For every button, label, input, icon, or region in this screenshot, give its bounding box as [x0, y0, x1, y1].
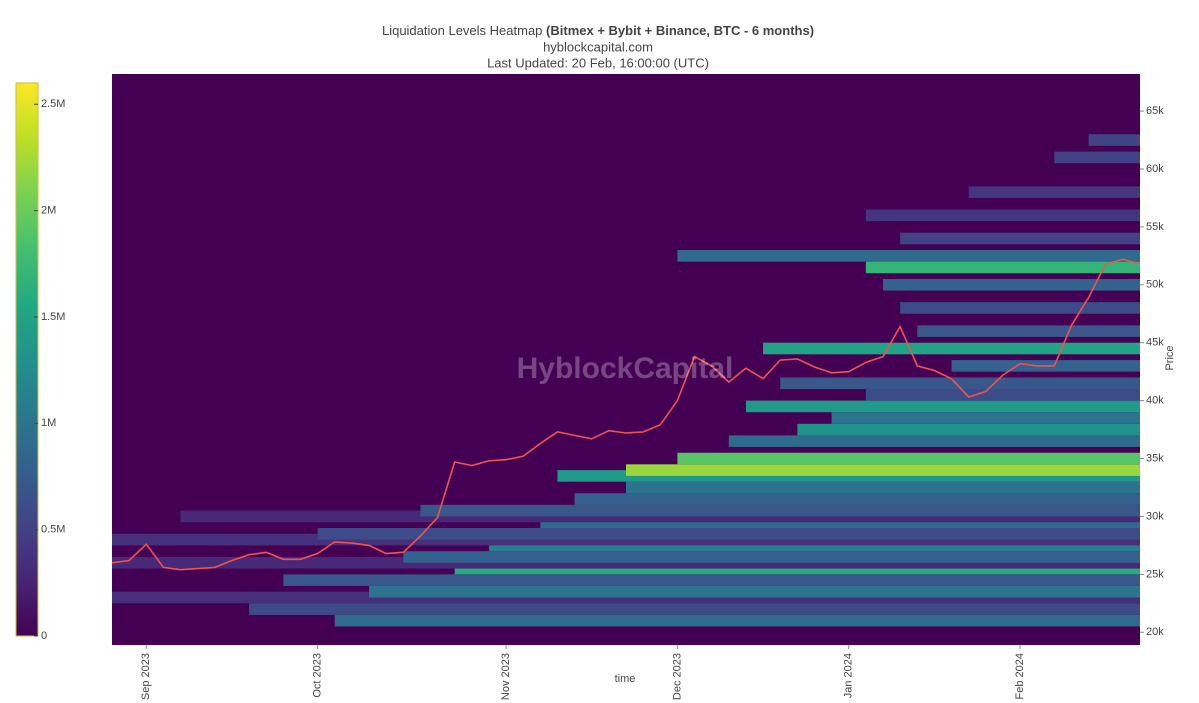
liquidation-band — [728, 435, 1140, 447]
liquidation-band — [865, 209, 1140, 222]
price-line — [112, 258, 1140, 571]
colorbar-tick-label: 2.5M — [41, 98, 65, 110]
y-tick-label: 60k — [1146, 163, 1164, 175]
y-tick-label: 35k — [1146, 452, 1164, 464]
watermark: HyblockCapital — [517, 352, 734, 385]
liquidation-band — [677, 250, 1140, 262]
liquidation-band — [900, 302, 1140, 314]
liquidation-band — [317, 528, 1140, 540]
x-tick-label: Oct 2023 — [312, 653, 324, 698]
x-tick-label: Nov 2023 — [500, 653, 512, 700]
plot-area — [112, 74, 1140, 645]
chart-title: Liquidation Levels Heatmap (Bitmex + Byb… — [382, 23, 814, 38]
liquidation-band — [369, 585, 1140, 598]
colorbar-tick-label: 0.5M — [41, 524, 65, 536]
chart-subtitle: Last Updated: 20 Feb, 16:00:00 (UTC) — [487, 55, 709, 70]
liquidation-band — [865, 261, 1140, 274]
y-tick-label: 50k — [1146, 279, 1164, 291]
liquidation-band — [968, 186, 1140, 198]
liquidation-band — [249, 603, 1140, 615]
liquidation-band — [626, 464, 1140, 476]
liquidation-band — [403, 551, 1140, 563]
y-tick-label: 40k — [1146, 395, 1164, 407]
y-tick-label: 55k — [1146, 221, 1164, 233]
colorbar-tick-label: 0 — [41, 630, 47, 642]
colorbar-tick-label: 1.5M — [41, 311, 65, 323]
colorbar — [15, 82, 39, 637]
liquidation-band — [1054, 151, 1140, 164]
liquidation-band — [900, 232, 1140, 245]
colorbar-tick-label: 2M — [41, 205, 56, 217]
liquidation-band — [865, 389, 1140, 401]
liquidation-band — [797, 423, 1140, 436]
x-tick-label: Sep 2023 — [140, 653, 152, 700]
liquidation-band — [334, 614, 1140, 627]
x-tick-label: Feb 2024 — [1014, 653, 1026, 699]
colorbar-tick-label: 1M — [41, 417, 56, 429]
liquidation-band — [745, 400, 1140, 413]
liquidation-band — [1088, 134, 1140, 146]
liquidation-band — [883, 279, 1140, 291]
liquidation-band — [283, 574, 1140, 586]
y-tick-label: 65k — [1146, 105, 1164, 117]
liquidation-band — [763, 342, 1140, 355]
y-tick-label: 25k — [1146, 568, 1164, 580]
x-tick-label: Jan 2024 — [843, 653, 855, 698]
liquidation-band — [780, 377, 1140, 390]
liquidation-band — [574, 493, 1140, 505]
y-tick-label: 30k — [1146, 510, 1164, 522]
liquidation-band — [831, 412, 1140, 424]
liquidation-band — [917, 325, 1140, 337]
y-tick-label: 20k — [1146, 626, 1164, 638]
y-axis-label: Price — [1164, 345, 1176, 370]
liquidation-band — [677, 452, 1140, 465]
liquidation-band — [626, 481, 1140, 494]
liquidation-band — [420, 504, 1140, 517]
chart-subtitle: hyblockcapital.com — [543, 39, 653, 54]
y-tick-label: 45k — [1146, 337, 1164, 349]
x-axis-label: time — [615, 673, 636, 685]
x-tick-label: Dec 2023 — [671, 653, 683, 700]
